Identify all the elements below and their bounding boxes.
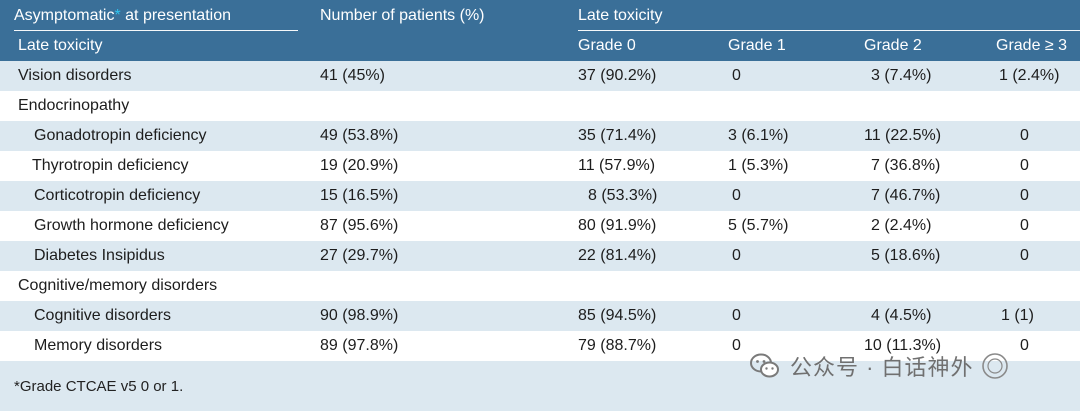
row-grade-3: 0 bbox=[1020, 247, 1029, 264]
row-count: 41 (45%) bbox=[320, 67, 385, 84]
row-grade-3: 0 bbox=[1020, 217, 1029, 234]
table-row: Growth hormone deficiency 87 (95.6%) 80 … bbox=[0, 211, 1080, 241]
row-grade-3: 0 bbox=[1020, 127, 1029, 144]
header-left-subtitle: Late toxicity bbox=[18, 37, 103, 54]
row-grade-1: 0 bbox=[732, 337, 741, 354]
title-suffix: at presentation bbox=[120, 7, 231, 24]
row-grade-1: 0 bbox=[732, 67, 741, 84]
row-grade-0: 11 (57.9%) bbox=[578, 157, 656, 174]
table-row: Diabetes Insipidus 27 (29.7%) 22 (81.4%)… bbox=[0, 241, 1080, 271]
row-grade-2: 7 (46.7%) bbox=[871, 187, 941, 204]
row-grade-0: 8 (53.3%) bbox=[588, 187, 658, 204]
table-row: Gonadotropin deficiency 49 (53.8%) 35 (7… bbox=[0, 121, 1080, 151]
table-row: Memory disorders 89 (97.8%) 79 (88.7%) 0… bbox=[0, 331, 1080, 361]
grade-3-header: Grade ≥ 3 bbox=[996, 37, 1068, 54]
row-grade-3: 0 bbox=[1020, 337, 1029, 354]
wechat-icon bbox=[750, 353, 779, 378]
count-header: Number of patients (%) bbox=[320, 7, 485, 24]
grade-2-header: Grade 2 bbox=[864, 37, 922, 54]
seal-icon bbox=[981, 353, 1008, 379]
table-row: Thyrotropin deficiency 19 (20.9%) 11 (57… bbox=[0, 151, 1080, 181]
row-grade-1: 5 (5.7%) bbox=[728, 217, 789, 234]
table-row: Cognitive disorders 90 (98.9%) 85 (94.5%… bbox=[0, 301, 1080, 331]
row-count: 90 (98.9%) bbox=[320, 307, 399, 324]
row-grade-2: 11 (22.5%) bbox=[864, 127, 942, 144]
row-count: 49 (53.8%) bbox=[320, 127, 399, 144]
row-grade-2: 4 (4.5%) bbox=[871, 307, 932, 324]
row-grade-2: 5 (18.6%) bbox=[871, 247, 941, 264]
row-label: Growth hormone deficiency bbox=[34, 217, 229, 234]
row-label: Corticotropin deficiency bbox=[34, 187, 201, 204]
watermark-text: 公众号 · 白话神外 bbox=[790, 355, 974, 380]
row-grade-1: 0 bbox=[732, 247, 741, 264]
row-label: Thyrotropin deficiency bbox=[32, 157, 189, 174]
table-row: Vision disorders 41 (45%) 37 (90.2%) 0 3… bbox=[0, 61, 1080, 91]
row-grade-2: 10 (11.3%) bbox=[864, 337, 942, 354]
row-grade-1: 0 bbox=[732, 187, 741, 204]
row-count: 27 (29.7%) bbox=[320, 247, 399, 264]
grade-1-header: Grade 1 bbox=[728, 37, 786, 54]
title-prefix: Asymptomatic bbox=[14, 7, 115, 24]
table-header: Asymptomatic* at presentation Late toxic… bbox=[0, 0, 1080, 61]
footnote: *Grade CTCAE v5 0 or 1. bbox=[14, 378, 184, 395]
row-label: Diabetes Insipidus bbox=[34, 247, 165, 264]
header-divider-left bbox=[14, 30, 298, 31]
row-grade-0: 80 (91.9%) bbox=[578, 217, 657, 234]
row-grade-0: 79 (88.7%) bbox=[578, 337, 657, 354]
row-count: 15 (16.5%) bbox=[320, 187, 399, 204]
table-row: Corticotropin deficiency 15 (16.5%) 8 (5… bbox=[0, 181, 1080, 211]
table-row: Cognitive/memory disorders bbox=[0, 271, 1080, 301]
row-grade-3: 0 bbox=[1020, 157, 1029, 174]
late-toxicity-header: Late toxicity bbox=[578, 7, 663, 24]
row-grade-0: 22 (81.4%) bbox=[578, 247, 657, 264]
row-grade-1: 1 (5.3%) bbox=[728, 157, 789, 174]
row-grade-2: 7 (36.8%) bbox=[871, 157, 941, 174]
row-grade-0: 37 (90.2%) bbox=[578, 67, 657, 84]
table-body: Vision disorders 41 (45%) 37 (90.2%) 0 3… bbox=[0, 61, 1080, 361]
asterisk-marker: * bbox=[114, 7, 121, 24]
row-grade-0: 85 (94.5%) bbox=[578, 307, 657, 324]
watermark: 公众号 · 白话神外 bbox=[750, 350, 1010, 382]
header-left-title: Asymptomatic* at presentation bbox=[14, 6, 231, 26]
row-grade-2: 3 (7.4%) bbox=[871, 67, 932, 84]
row-label: Cognitive disorders bbox=[34, 307, 171, 324]
row-grade-0: 35 (71.4%) bbox=[578, 127, 657, 144]
row-grade-3: 1 (2.4%) bbox=[999, 67, 1060, 84]
header-divider-right bbox=[578, 30, 1080, 31]
row-grade-1: 0 bbox=[732, 307, 741, 324]
row-count: 89 (97.8%) bbox=[320, 337, 399, 354]
row-label: Memory disorders bbox=[34, 337, 163, 354]
row-count: 87 (95.6%) bbox=[320, 217, 399, 234]
row-grade-1: 3 (6.1%) bbox=[728, 127, 789, 144]
row-count: 19 (20.9%) bbox=[320, 157, 399, 174]
table-row: Endocrinopathy bbox=[0, 91, 1080, 121]
row-label: Vision disorders bbox=[18, 67, 132, 84]
row-label: Cognitive/memory disorders bbox=[18, 277, 218, 294]
row-grade-3: 0 bbox=[1020, 187, 1029, 204]
row-label: Gonadotropin deficiency bbox=[34, 127, 207, 144]
row-grade-2: 2 (2.4%) bbox=[871, 217, 932, 234]
grade-0-header: Grade 0 bbox=[578, 37, 636, 54]
row-label: Endocrinopathy bbox=[18, 97, 130, 114]
table-footer: *Grade CTCAE v5 0 or 1. bbox=[0, 361, 1080, 411]
row-grade-3: 1 (1) bbox=[1001, 307, 1034, 324]
